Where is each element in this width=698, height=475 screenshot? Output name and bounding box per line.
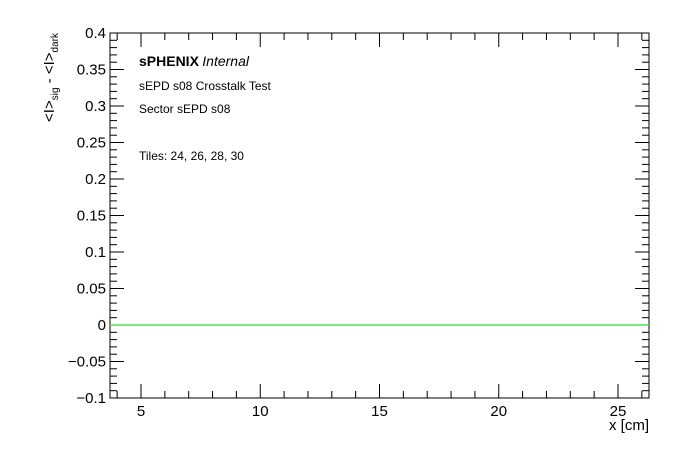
y-axis-label-a: <I> — [41, 100, 58, 122]
x-tick-label: 20 — [490, 403, 507, 420]
x-tick-label: 15 — [371, 403, 388, 420]
y-tick-label: 0.3 — [85, 98, 106, 115]
x-axis-label: x [cm] — [609, 417, 649, 434]
x-tick-label: 25 — [610, 403, 627, 420]
x-tick-label: 5 — [137, 403, 145, 420]
y-tick-label: 0.2 — [85, 171, 106, 188]
experiment-status: Internal — [202, 53, 250, 69]
annotation-line-2: Sector sEPD s08 — [139, 102, 231, 116]
y-axis-label-b: <I> — [41, 52, 58, 74]
experiment-name: sPHENIX — [139, 53, 200, 69]
annotation-line-1: sEPD s08 Crosstalk Test — [139, 79, 271, 93]
experiment-label: sPHENIX Internal — [139, 53, 250, 69]
y-axis-label-sep: - — [41, 74, 58, 87]
minor-ticks — [110, 33, 649, 398]
y-tick-label: −0.1 — [76, 390, 106, 407]
x-tick-label: 10 — [252, 403, 269, 420]
y-tick-label: 0.35 — [77, 62, 106, 79]
y-tick-label: 0 — [98, 317, 106, 334]
y-tick-label: 0.15 — [77, 208, 106, 225]
annotation-line-3: Tiles: 24, 26, 28, 30 — [139, 149, 244, 163]
y-axis-label: <I>sig - <I>dark — [41, 32, 61, 122]
y-tick-label: 0.1 — [85, 244, 106, 261]
tick-labels: −0.1 −0.05 0 0.05 0.1 0.15 0.2 0.25 0.3 0.35 0.4 5 1… — [68, 25, 626, 420]
y-axis-label-b-sub: dark — [50, 32, 61, 52]
y-tick-label: 0.25 — [77, 135, 106, 152]
y-tick-label: 0.05 — [77, 281, 106, 298]
y-axis-label-a-sub: sig — [50, 87, 61, 100]
y-tick-label: −0.05 — [68, 354, 106, 371]
y-tick-label: 0.4 — [85, 25, 106, 42]
